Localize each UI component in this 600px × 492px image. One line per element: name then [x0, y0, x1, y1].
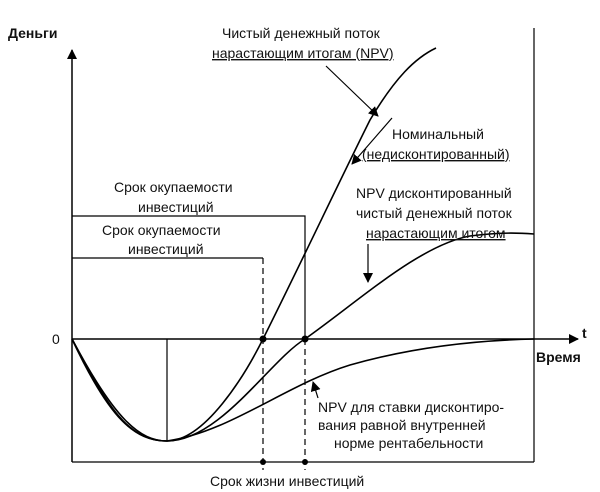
lifetime-point-left	[260, 459, 266, 465]
y-axis-label: Деньги	[8, 25, 57, 41]
origin-label: 0	[52, 331, 60, 347]
payback-outer-bracket	[72, 215, 306, 339]
label-lifetime: Срок жизни инвестиций	[210, 473, 364, 489]
curve-discounted-npv	[71, 232, 535, 442]
label-nominal-line2: (недисконтированный)	[362, 146, 510, 162]
label-payback-inner-line2: инвестиций	[128, 241, 204, 257]
label-payback-outer-line1: Срок окупаемости	[114, 179, 233, 195]
leader-irr	[310, 381, 321, 399]
label-irr-line1: NPV для ставки дисконтиро-	[318, 399, 504, 415]
label-nominal-line1: Номинальный	[392, 126, 484, 142]
label-irr-line2: вания равной внутренней	[318, 417, 486, 433]
label-discounted-line3: нарастающим итогом	[366, 225, 506, 241]
label-npv-line1: Чистый денежный поток	[222, 25, 381, 41]
lifetime-point-right	[302, 459, 308, 465]
t-axis-label: t	[582, 325, 587, 341]
label-payback-outer-line2: инвестиций	[138, 199, 214, 215]
curve-irr-npv	[71, 338, 535, 442]
label-payback-inner-line1: Срок окупаемости	[102, 222, 221, 238]
payback-point-outer	[301, 335, 309, 343]
label-discounted-line1: NPV дисконтированный	[356, 185, 512, 201]
label-npv-line2: нарастающим итогам (NPV)	[212, 45, 394, 61]
curve-nominal-npv	[71, 47, 437, 442]
leader-nominal	[351, 117, 393, 165]
leader-nominal-npv	[325, 65, 379, 117]
label-irr-line3: норме рентабельности	[334, 435, 483, 451]
label-discounted-line2: чистый денежный поток	[356, 205, 513, 221]
x-axis-label: Время	[536, 349, 581, 365]
payback-point-inner	[259, 335, 267, 343]
